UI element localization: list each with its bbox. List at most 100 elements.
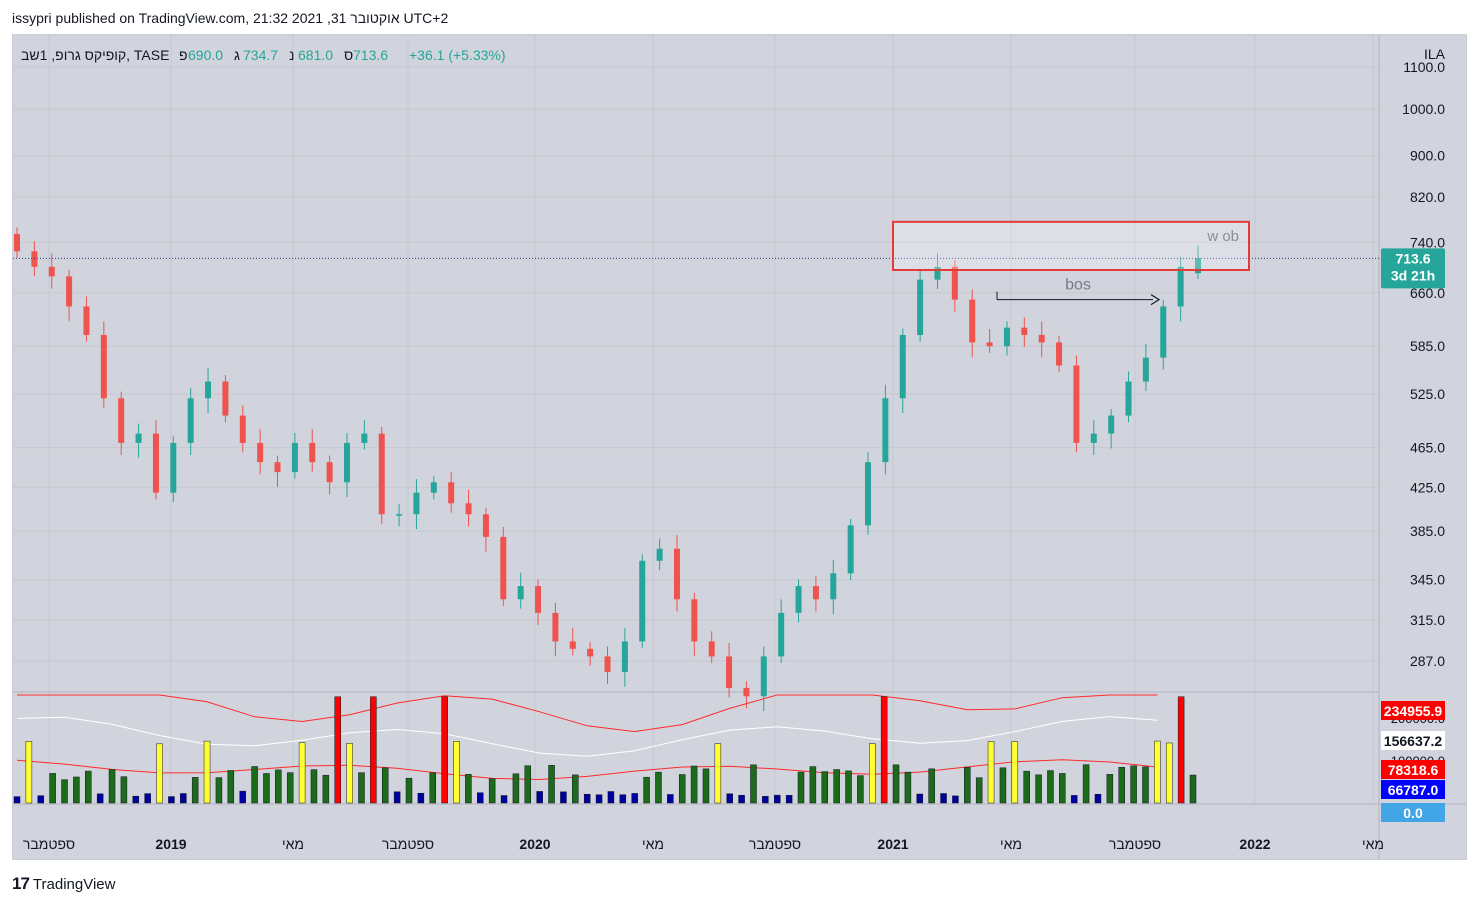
- volume-bar: [595, 794, 603, 804]
- candle: [396, 514, 403, 516]
- candle: [222, 381, 229, 416]
- candle: [500, 536, 507, 600]
- volume-value-badge: [1381, 701, 1445, 720]
- volume-bar: [298, 742, 306, 804]
- candle: [969, 299, 976, 343]
- ohlc-low-label: נ: [289, 47, 294, 63]
- ohlc-high-value: 734.7: [243, 47, 278, 63]
- volume-bar: [370, 696, 377, 804]
- candle: [899, 334, 906, 399]
- chart-area[interactable]: w ob bos קופיקס גרופ, 1שב, TASE פ 690.0 ג 734.…: [12, 34, 1467, 860]
- candle: [1090, 433, 1097, 443]
- candle: [66, 276, 73, 307]
- time-axis-label: ספטמבר: [1109, 836, 1161, 852]
- volume-bar: [797, 771, 805, 804]
- volume-bar: [405, 777, 413, 804]
- volume-bar: [417, 792, 425, 804]
- candle: [274, 462, 281, 473]
- time-axis-label: מאי: [642, 836, 664, 852]
- candle: [343, 442, 350, 483]
- price-tick-label: 900.0: [1410, 148, 1445, 164]
- volume-value-badge: [1381, 731, 1445, 750]
- price-tick-label: 287.0: [1410, 653, 1445, 669]
- volume-bar: [120, 776, 128, 804]
- volume-bar: [833, 769, 840, 804]
- volume-bar: [1142, 766, 1149, 804]
- volume-value-label: 78318.6: [1388, 762, 1439, 778]
- published-header: issypri published on TradingView.com, 21…: [12, 10, 449, 26]
- price-tick-label: 820.0: [1410, 189, 1445, 205]
- volume-bar: [227, 770, 235, 804]
- volume-bar: [1130, 765, 1137, 804]
- volume-bar: [619, 794, 627, 804]
- brand-name: TradingView: [32, 875, 116, 893]
- volume-bar: [643, 776, 650, 804]
- candle: [535, 586, 542, 613]
- candle: [604, 656, 611, 672]
- volume-bar: [631, 793, 638, 804]
- candle: [291, 442, 298, 473]
- volume-bar: [1094, 793, 1102, 804]
- volume-bar: [1177, 696, 1185, 804]
- volume-bar: [821, 771, 829, 804]
- volume-bar: [310, 769, 318, 804]
- price-tick-label: 345.0: [1410, 572, 1445, 588]
- price-tick-label: 1100.0: [1403, 59, 1445, 75]
- candle: [465, 503, 472, 515]
- price-chart[interactable]: w ob bos קופיקס גרופ, 1שב, TASE פ 690.0 ג 734.…: [13, 35, 1466, 859]
- candle: [1003, 327, 1010, 347]
- price-tick-label: 465.0: [1410, 440, 1445, 456]
- volume-bar: [1189, 774, 1197, 804]
- volume-bar: [572, 774, 579, 804]
- candle: [795, 586, 802, 613]
- volume-bar: [809, 766, 817, 804]
- candle: [517, 586, 524, 600]
- time-axis-label: 2019: [155, 836, 186, 852]
- candle: [882, 398, 889, 463]
- candle: [847, 525, 854, 574]
- time-axis-label: ספטמבר: [749, 836, 801, 852]
- volume-bar: [880, 696, 888, 804]
- candle: [448, 482, 455, 504]
- price-tick-label: 425.0: [1410, 479, 1445, 495]
- candle: [951, 266, 958, 300]
- volume-bar: [524, 765, 532, 804]
- volume-bar: [1106, 774, 1114, 804]
- order-block-box[interactable]: [892, 220, 1250, 271]
- volume-bar: [108, 769, 116, 804]
- volume-value-badge: [1381, 760, 1445, 779]
- tradingview-footer[interactable]: 17 TradingView: [12, 874, 115, 894]
- volume-bar: [85, 770, 92, 804]
- volume-bar: [1154, 740, 1161, 804]
- candle: [986, 342, 993, 347]
- volume-value-badge: [1381, 780, 1445, 799]
- ohlc-open-label: פ: [179, 47, 188, 63]
- volume-bar: [952, 795, 959, 804]
- volume-bar: [916, 793, 924, 804]
- volume-bar: [239, 790, 246, 804]
- candle: [430, 482, 437, 493]
- candle: [639, 560, 646, 642]
- volume-bar: [1035, 774, 1042, 804]
- bos-arrowhead: [1150, 294, 1161, 306]
- time-axis-label: 2022: [1239, 836, 1270, 852]
- price-tick-label: 385.0: [1410, 523, 1445, 539]
- last-price-value: 713.6: [1395, 250, 1430, 266]
- volume-bar: [738, 794, 745, 804]
- ohlc-change: +36.1 (+5.33%): [409, 47, 506, 63]
- volume-bar: [607, 791, 615, 804]
- time-axis-label: 2021: [877, 836, 908, 852]
- volume-bar: [441, 696, 448, 804]
- volume-bar: [96, 793, 104, 804]
- volume-bar: [975, 777, 983, 804]
- time-axis-label: ספטמבר: [382, 836, 434, 852]
- candle: [361, 433, 368, 443]
- candle: [83, 306, 90, 335]
- ohlc-open-value: 690.0: [188, 47, 223, 63]
- volume-bar: [869, 743, 876, 804]
- volume-bar: [275, 769, 282, 804]
- candle: [812, 586, 819, 600]
- volume-bar: [892, 764, 900, 804]
- volume-bar: [49, 773, 56, 804]
- candle: [1142, 357, 1149, 382]
